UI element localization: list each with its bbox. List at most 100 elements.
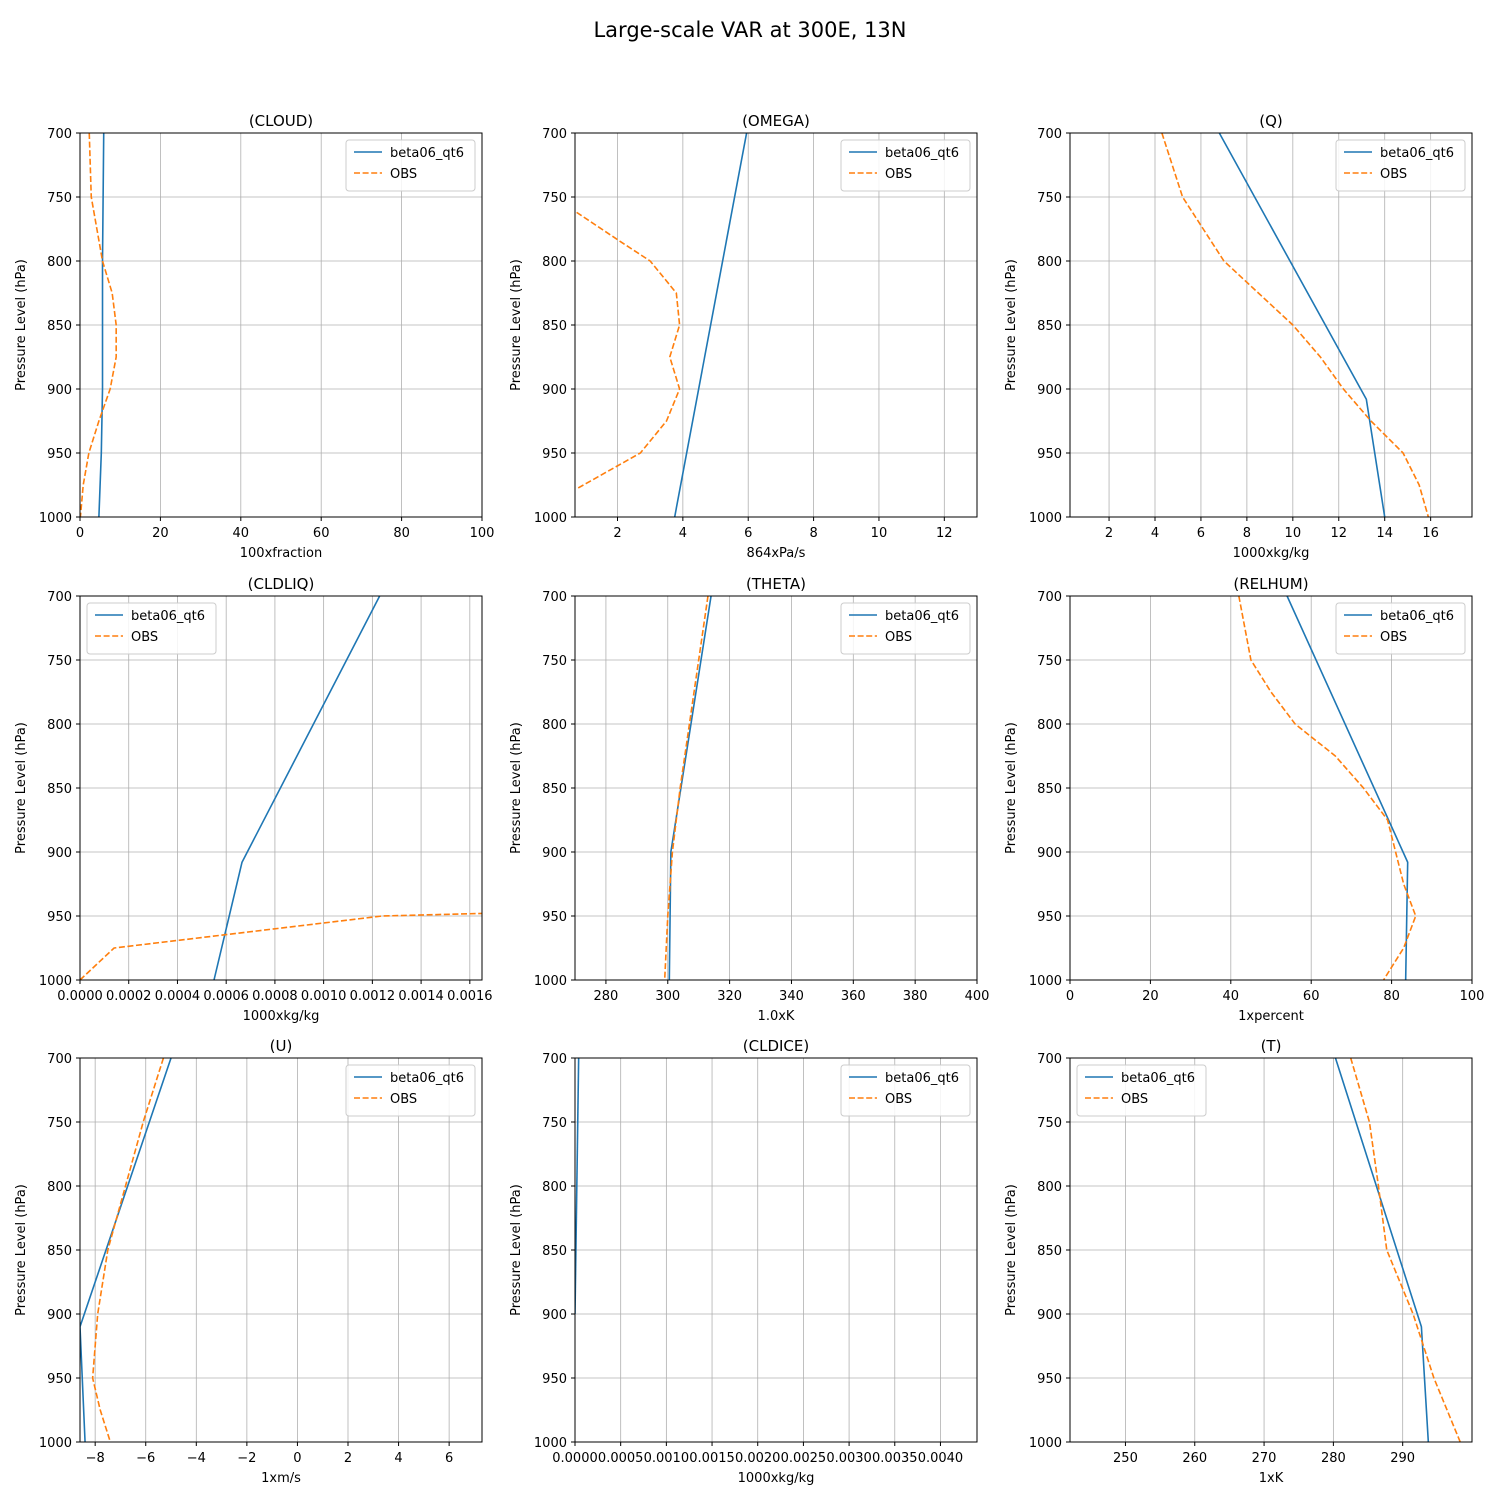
- legend: beta06_qt6 OBS: [1335, 139, 1466, 192]
- legend: beta06_qt6 OBS: [1335, 602, 1466, 655]
- x-tick-label: 250: [1113, 1451, 1138, 1466]
- x-tick-label: 290: [1390, 1451, 1415, 1466]
- legend: beta06_qt6 OBS: [345, 139, 476, 192]
- subplot-relhum: 0 20 40 60 80 100 700 750 800 850 900 950 1000 (RELHU…: [1004, 575, 1484, 1024]
- y-tick-label: 850: [47, 1244, 72, 1259]
- y-axis-label: Pressure Level (hPa): [14, 259, 29, 391]
- y-tick-label: 950: [47, 1372, 72, 1387]
- x-axis-label: 864xPa/s: [747, 546, 806, 561]
- y-tick-label: 750: [47, 191, 72, 206]
- y-tick-label: 1000: [1029, 974, 1062, 989]
- x-axis-label: 1xm/s: [261, 1471, 301, 1486]
- x-tick-label: 360: [841, 989, 866, 1004]
- y-tick-label: 950: [47, 910, 72, 925]
- x-tick-label: 2: [344, 1451, 352, 1466]
- x-axis-label: 1xK: [1259, 1471, 1284, 1486]
- y-tick-label: 850: [47, 782, 72, 797]
- subplot-title: (CLDICE): [743, 1037, 809, 1055]
- x-tick-label: −2: [237, 1451, 256, 1466]
- y-tick-label: 800: [47, 718, 72, 733]
- subplot-title: (OMEGA): [742, 112, 810, 130]
- y-tick-label: 700: [542, 127, 567, 142]
- x-tick-label: 0: [1066, 989, 1074, 1004]
- x-tick-label: 6: [445, 1451, 453, 1466]
- x-tick-label: 0.0014: [398, 989, 444, 1004]
- y-tick-label: 750: [1037, 191, 1062, 206]
- x-axis-label: 1xpercent: [1238, 1009, 1304, 1024]
- y-tick-label: 700: [47, 127, 72, 142]
- y-tick-label: 800: [1037, 1180, 1062, 1195]
- legend-label: OBS: [131, 630, 158, 645]
- x-tick-label: −6: [136, 1451, 155, 1466]
- x-tick-label: 0.0010: [644, 1451, 690, 1466]
- y-tick-label: 950: [1037, 1372, 1062, 1387]
- x-tick-label: 8: [1243, 526, 1251, 541]
- legend-label: beta06_qt6: [885, 1071, 959, 1086]
- legend-label: beta06_qt6: [885, 146, 959, 161]
- series-group: [80, 133, 117, 517]
- x-axis-label: 1.0xK: [758, 1009, 795, 1024]
- subplot-theta: 280 300 320 340 360 380 400 700 750 800 850 900 950 1…: [509, 575, 989, 1024]
- y-tick-label: 950: [1037, 910, 1062, 925]
- x-tick-label: 0.0015: [689, 1451, 735, 1466]
- x-tick-label: 20: [1142, 989, 1159, 1004]
- obs-series-line: [1238, 596, 1417, 980]
- figure-title: Large-scale VAR at 300E, 13N: [593, 18, 906, 42]
- x-tick-label: 0.0002: [106, 989, 152, 1004]
- subplot-title: (U): [270, 1037, 293, 1055]
- x-tick-label: 12: [1330, 526, 1347, 541]
- subplot-cloud: 0 20 40 60 80 100 700 750 800 850 900 950 1000 (CLOUD…: [14, 112, 494, 561]
- y-axis-label: Pressure Level (hPa): [509, 722, 524, 854]
- subplot-cldice: 0.0000 0.0005 0.0010 0.0015 0.0020 0.0025 0.00…: [509, 1037, 978, 1486]
- legend: beta06_qt6 OBS: [86, 602, 217, 655]
- x-tick-label: 4: [394, 1451, 402, 1466]
- y-tick-label: 1000: [1029, 1436, 1062, 1451]
- y-tick-label: 1000: [1029, 511, 1062, 526]
- x-tick-label: 0.0016: [447, 989, 493, 1004]
- y-tick-label: 900: [47, 383, 72, 398]
- y-tick-label: 850: [1037, 1244, 1062, 1259]
- y-tick-label: 750: [1037, 1116, 1062, 1131]
- legend: beta06_qt6 OBS: [345, 1064, 476, 1117]
- y-tick-label: 950: [1037, 447, 1062, 462]
- x-tick-label: 2: [1105, 526, 1113, 541]
- x-tick-label: 10: [871, 526, 888, 541]
- subplot-t: 250 260 270 280 290 700 750 800 850 900 950 1000 (T)…: [1004, 1037, 1473, 1486]
- x-tick-label: 6: [744, 526, 752, 541]
- x-axis-label: 1000xkg/kg: [1233, 546, 1310, 561]
- model-series-line: [668, 596, 712, 980]
- y-tick-label: 750: [542, 654, 567, 669]
- x-tick-label: 60: [1303, 989, 1320, 1004]
- y-tick-label: 900: [1037, 383, 1062, 398]
- legend-label: beta06_qt6: [1121, 1071, 1195, 1086]
- series-group: [575, 1058, 580, 1315]
- y-tick-label: 950: [542, 910, 567, 925]
- y-tick-label: 1000: [534, 1436, 567, 1451]
- y-tick-label: 700: [542, 590, 567, 605]
- x-tick-label: 80: [1383, 989, 1400, 1004]
- y-tick-label: 700: [1037, 1052, 1062, 1067]
- y-tick-label: 1000: [534, 511, 567, 526]
- x-tick-label: 0.0012: [350, 989, 396, 1004]
- legend-label: beta06_qt6: [1380, 609, 1454, 624]
- y-tick-label: 900: [542, 1308, 567, 1323]
- subplot-q: 2 4 6 8 10 12 14 16 700 750 800 850 900 950 1000 (Q) 100…: [1004, 112, 1473, 561]
- x-tick-label: 340: [779, 989, 804, 1004]
- series-group: [80, 596, 482, 980]
- obs-series-line: [576, 211, 681, 490]
- y-tick-label: 800: [542, 1180, 567, 1195]
- y-tick-label: 800: [47, 255, 72, 270]
- model-series-line: [1286, 596, 1409, 980]
- y-tick-label: 850: [1037, 782, 1062, 797]
- y-axis-label: Pressure Level (hPa): [509, 259, 524, 391]
- series-group: [1334, 1058, 1461, 1442]
- x-tick-label: 16: [1422, 526, 1439, 541]
- x-tick-label: 4: [679, 526, 687, 541]
- y-tick-label: 1000: [39, 1436, 72, 1451]
- x-tick-label: 100: [470, 526, 495, 541]
- x-tick-label: 0.0040: [918, 1451, 964, 1466]
- x-tick-label: 2: [613, 526, 621, 541]
- subplot-u: −8 −6 −4 −2 0 2 4 6 700 750 800 850 900 950 1000 (U) 1xm…: [14, 1037, 483, 1486]
- x-tick-label: 14: [1376, 526, 1393, 541]
